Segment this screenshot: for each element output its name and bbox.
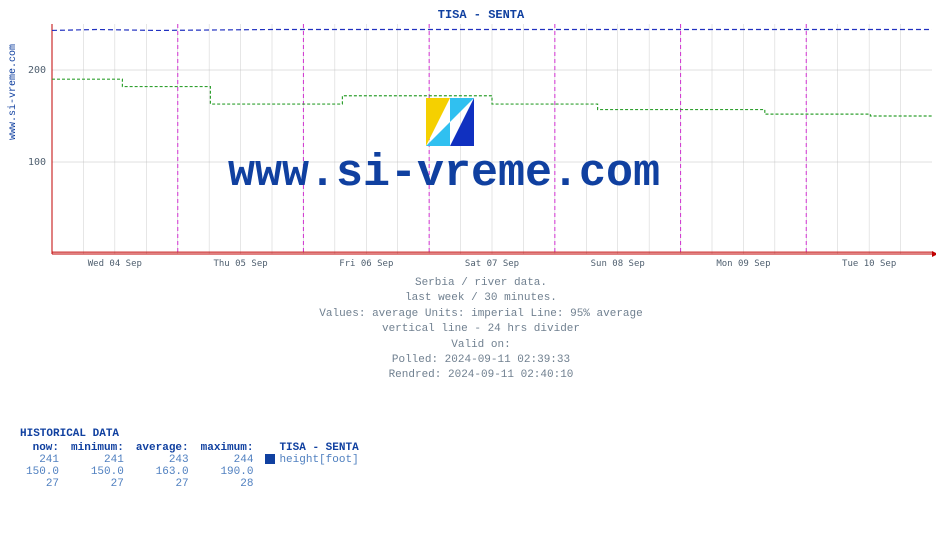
xtick-label: Wed 04 Sep: [88, 259, 142, 269]
table-cell: 150.0: [65, 466, 130, 478]
caption-line: vertical line - 24 hrs divider: [26, 322, 936, 337]
legend-swatch-icon: [265, 454, 275, 464]
xtick-label: Sun 08 Sep: [591, 259, 645, 269]
xtick-label: Sat 07 Sep: [465, 259, 519, 269]
series-name-cell: TISA - SENTA: [259, 442, 364, 454]
table-row: 27272728: [20, 478, 365, 490]
chart-container: TISA - SENTA 100 200 Wed 04 Sep Thu 05 Sep F…: [26, 8, 936, 384]
xtick-label: Mon 09 Sep: [716, 259, 770, 269]
table-cell: 27: [130, 478, 195, 490]
y-axis-side-label: www.si-vreme.com: [8, 44, 19, 140]
table-cell: 27: [65, 478, 130, 490]
table-header-cell: now:: [20, 442, 65, 454]
table-cell: 243: [130, 454, 195, 466]
ytick-label: 100: [28, 157, 46, 168]
table-row: 241241243244height[foot]: [20, 454, 365, 466]
table-header-cell: average:: [130, 442, 195, 454]
table-cell: 28: [195, 478, 260, 490]
historical-table: now:minimum:average:maximum:TISA - SENTA…: [20, 442, 365, 490]
table-row: 150.0150.0163.0190.0: [20, 466, 365, 478]
axis-arrow-x: [932, 251, 936, 257]
table-cell-empty: [259, 478, 364, 490]
ytick-label: 200: [28, 65, 46, 76]
table-cell: 241: [65, 454, 130, 466]
caption-line: Rendred: 2024-09-11 02:40:10: [26, 368, 936, 383]
chart-svg: 100 200 Wed 04 Sep Thu 05 Sep Fri 06 Sep Sat …: [26, 24, 936, 276]
chart-title: TISA - SENTA: [26, 8, 936, 22]
table-cell: 163.0: [130, 466, 195, 478]
table-cell: 150.0: [20, 466, 65, 478]
chart-plot-area: 100200Wed 04 SepThu 05 SepFri 06 SepSat …: [52, 24, 932, 254]
historical-data-block: HISTORICAL DATA now:minimum:average:maxi…: [20, 428, 365, 490]
xtick-label: Tue 10 Sep: [842, 259, 896, 269]
table-cell: 241: [20, 454, 65, 466]
xtick-label: Thu 05 Sep: [213, 259, 267, 269]
caption-line: Serbia / river data.: [26, 276, 936, 291]
caption-line: Valid on:: [26, 338, 936, 353]
chart-caption: Serbia / river data.last week / 30 minut…: [26, 276, 936, 384]
historical-title: HISTORICAL DATA: [20, 428, 365, 440]
table-cell: 27: [20, 478, 65, 490]
caption-line: last week / 30 minutes.: [26, 291, 936, 306]
table-cell: 190.0: [195, 466, 260, 478]
caption-line: Polled: 2024-09-11 02:39:33: [26, 353, 936, 368]
legend-cell: height[foot]: [259, 454, 364, 466]
table-cell: 244: [195, 454, 260, 466]
table-cell-empty: [259, 466, 364, 478]
xtick-label: Fri 06 Sep: [339, 259, 393, 269]
table-header-cell: maximum:: [195, 442, 260, 454]
caption-line: Values: average Units: imperial Line: 95…: [26, 307, 936, 322]
table-header-cell: minimum:: [65, 442, 130, 454]
table-header-row: now:minimum:average:maximum:TISA - SENTA: [20, 442, 365, 454]
